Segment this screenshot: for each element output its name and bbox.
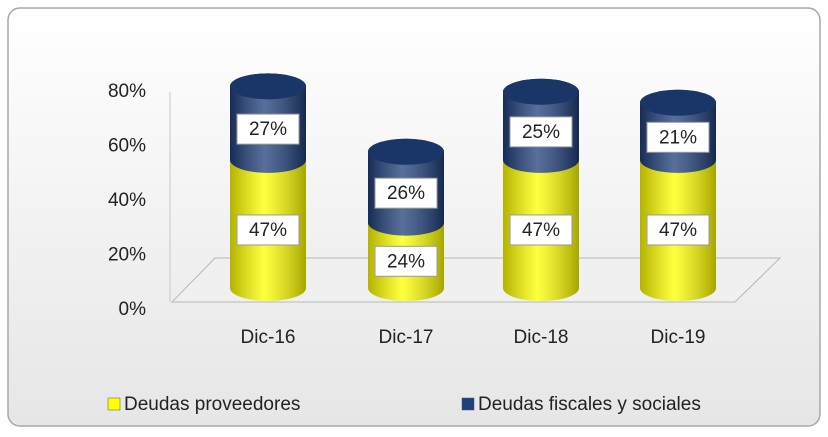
x-tick-label: Dic-19 bbox=[651, 327, 706, 348]
floor bbox=[170, 257, 782, 303]
y-tick-label: 80% bbox=[108, 81, 146, 102]
cylinder-cap bbox=[230, 73, 306, 100]
x-tick-label: Dic-16 bbox=[241, 327, 296, 348]
x-tick-label: Dic-18 bbox=[514, 327, 569, 348]
value-label-box bbox=[646, 214, 710, 246]
x-tick-label: Dic-17 bbox=[379, 327, 434, 348]
value-label-box bbox=[236, 214, 300, 246]
value-label: 25% bbox=[522, 122, 560, 143]
cylinder-cap-shade bbox=[503, 78, 579, 105]
y-tick-label: 40% bbox=[108, 190, 146, 211]
value-label: 26% bbox=[387, 183, 425, 204]
y-tick-label: 20% bbox=[108, 245, 146, 266]
value-label-box bbox=[236, 113, 300, 145]
cylinder-cap bbox=[640, 89, 716, 116]
y-tick-label: 0% bbox=[119, 299, 147, 320]
legend-label: Deudas fiscales y sociales bbox=[478, 394, 701, 415]
value-label: 47% bbox=[249, 220, 287, 241]
y-tick-label: 60% bbox=[108, 136, 146, 157]
value-label-box bbox=[646, 121, 710, 153]
value-label-box bbox=[374, 245, 438, 277]
cylinder-cap-shade bbox=[368, 138, 444, 165]
legend-swatch bbox=[461, 397, 475, 411]
legend-label: Deudas proveedores bbox=[124, 394, 300, 415]
value-label: 24% bbox=[387, 251, 425, 272]
value-label-box bbox=[374, 177, 438, 209]
legend-swatch bbox=[107, 397, 121, 411]
value-label-box bbox=[509, 116, 573, 148]
cylinder-cap bbox=[503, 78, 579, 105]
value-label: 47% bbox=[659, 220, 697, 241]
value-label: 27% bbox=[249, 119, 287, 140]
value-label: 47% bbox=[522, 220, 560, 241]
cylinder-cap-shade bbox=[640, 89, 716, 116]
value-label: 21% bbox=[659, 127, 697, 148]
value-label-box bbox=[509, 214, 573, 246]
cylinder-cap bbox=[368, 138, 444, 165]
cylinder-cap-shade bbox=[230, 73, 306, 100]
